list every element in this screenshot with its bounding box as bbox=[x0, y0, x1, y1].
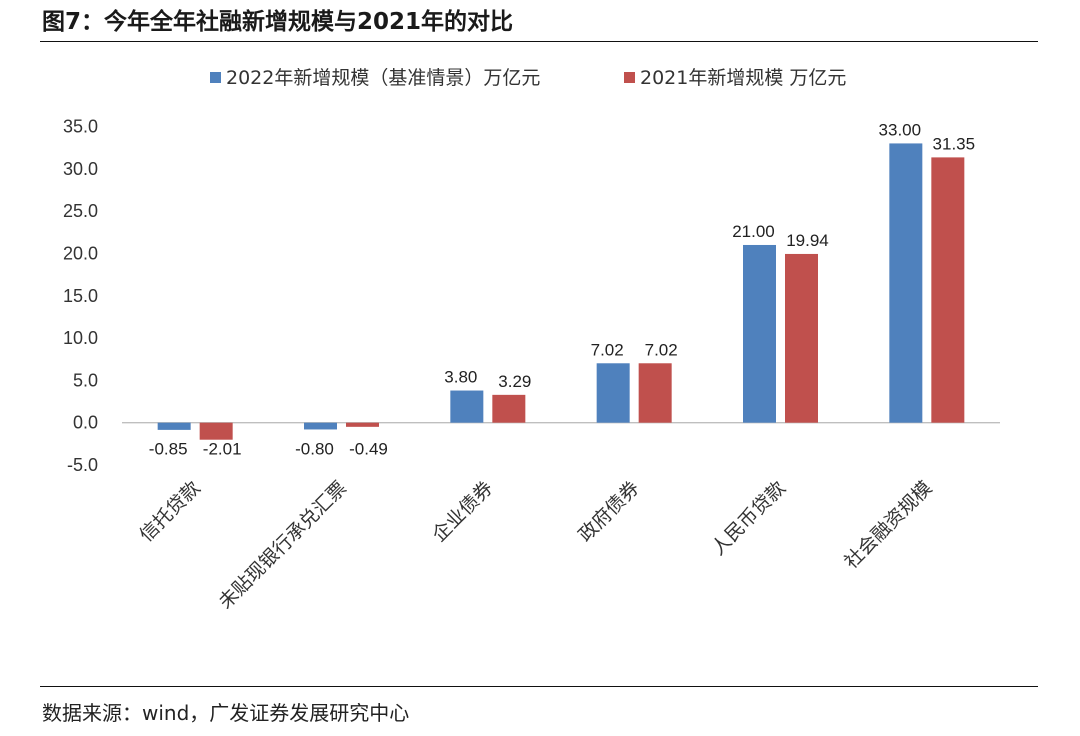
source-note: 数据来源：wind，广发证券发展研究中心 bbox=[42, 701, 410, 725]
x-category-label: 政府债券 bbox=[574, 477, 643, 546]
legend-swatch-2021 bbox=[624, 72, 635, 83]
y-tick-label: 10.0 bbox=[63, 328, 98, 348]
data-label: 7.02 bbox=[591, 340, 624, 359]
legend-label: 2022年新增规模（基准情景）万亿元 bbox=[226, 67, 540, 89]
y-tick-label: 5.0 bbox=[73, 370, 98, 390]
figure-title: 图7：今年全年社融新增规模与2021年的对比 bbox=[42, 9, 514, 35]
y-tick-label: 20.0 bbox=[63, 243, 98, 263]
y-tick-label: -5.0 bbox=[67, 455, 98, 475]
bar-chart: 35.030.025.020.015.010.05.00.0-5.0-0.85-… bbox=[63, 67, 1000, 613]
x-category-label: 未贴现银行承兑汇票 bbox=[215, 477, 351, 613]
legend-swatch-2022 bbox=[210, 72, 221, 83]
y-tick-label: 35.0 bbox=[63, 117, 98, 137]
bar-2022 bbox=[157, 422, 191, 430]
bar-2021 bbox=[931, 157, 965, 423]
data-label: 21.00 bbox=[732, 222, 775, 241]
bar-2022 bbox=[889, 143, 923, 423]
title-rule bbox=[40, 41, 1038, 42]
data-label: 19.94 bbox=[786, 231, 829, 250]
bar-2022 bbox=[596, 363, 630, 423]
bar-2021 bbox=[492, 394, 526, 423]
bar-2022 bbox=[743, 244, 776, 423]
legend-label: 2021年新增规模 万亿元 bbox=[640, 67, 846, 89]
data-label: -0.80 bbox=[295, 440, 334, 459]
data-label: 31.35 bbox=[933, 134, 976, 153]
data-label: 3.29 bbox=[498, 372, 531, 391]
bar-2022 bbox=[304, 422, 337, 430]
bar-2021 bbox=[638, 363, 672, 423]
data-label: 3.80 bbox=[444, 368, 477, 387]
y-tick-label: 25.0 bbox=[63, 201, 98, 221]
x-category-label: 企业债券 bbox=[428, 477, 497, 546]
x-category-label: 信托贷款 bbox=[135, 477, 204, 546]
y-tick-label: 30.0 bbox=[63, 159, 98, 179]
y-tick-label: 0.0 bbox=[73, 413, 98, 433]
x-category-label: 人民币贷款 bbox=[707, 477, 790, 560]
bar-2021 bbox=[785, 253, 818, 423]
bar-2021 bbox=[346, 422, 379, 427]
data-label: -0.85 bbox=[149, 440, 188, 459]
bar-2022 bbox=[450, 390, 484, 423]
source-rule bbox=[40, 686, 1038, 687]
bar-2021 bbox=[199, 422, 233, 440]
y-tick-label: 15.0 bbox=[63, 286, 98, 306]
data-label: -2.01 bbox=[203, 440, 242, 459]
data-label: -0.49 bbox=[349, 440, 388, 459]
x-category-label: 社会融资规模 bbox=[840, 477, 936, 573]
data-label: 7.02 bbox=[645, 340, 678, 359]
data-label: 33.00 bbox=[879, 120, 922, 139]
